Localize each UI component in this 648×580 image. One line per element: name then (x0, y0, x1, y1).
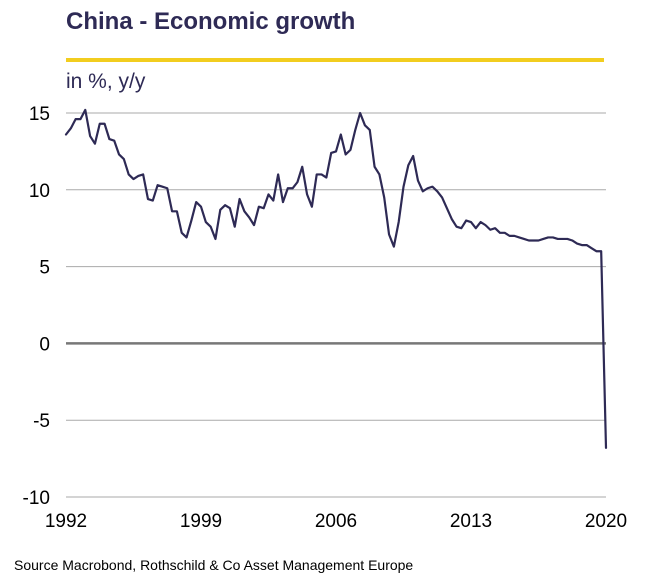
chart-title: China - Economic growth (66, 8, 356, 35)
x-tick-label: 2013 (450, 511, 492, 532)
y-tick-label: 15 (29, 104, 50, 125)
series-line-0 (64, 108, 608, 449)
y-axis-unit-label: in %, y/y (66, 70, 146, 93)
source-note: Source Macrobond, Rothschild & Co Asset … (14, 557, 414, 573)
y-tick-label: 10 (29, 181, 50, 202)
grid-lines (66, 112, 606, 498)
y-tick-label: 0 (39, 334, 50, 355)
x-tick-labels: 1992 1999 2006 2013 2020 (45, 511, 627, 532)
y-tick-label: -5 (33, 411, 50, 432)
x-tick-label: 1992 (45, 511, 87, 532)
x-tick-label: 2006 (315, 511, 357, 532)
y-tick-labels: 15 10 5 0 -5 -10 (23, 104, 50, 509)
series-layer (64, 108, 608, 449)
y-tick-label: 5 (39, 258, 50, 279)
title-accent-rule (66, 58, 604, 62)
x-tick-label: 2020 (585, 511, 627, 532)
y-tick-label: -10 (23, 488, 50, 509)
x-tick-label: 1999 (180, 511, 222, 532)
